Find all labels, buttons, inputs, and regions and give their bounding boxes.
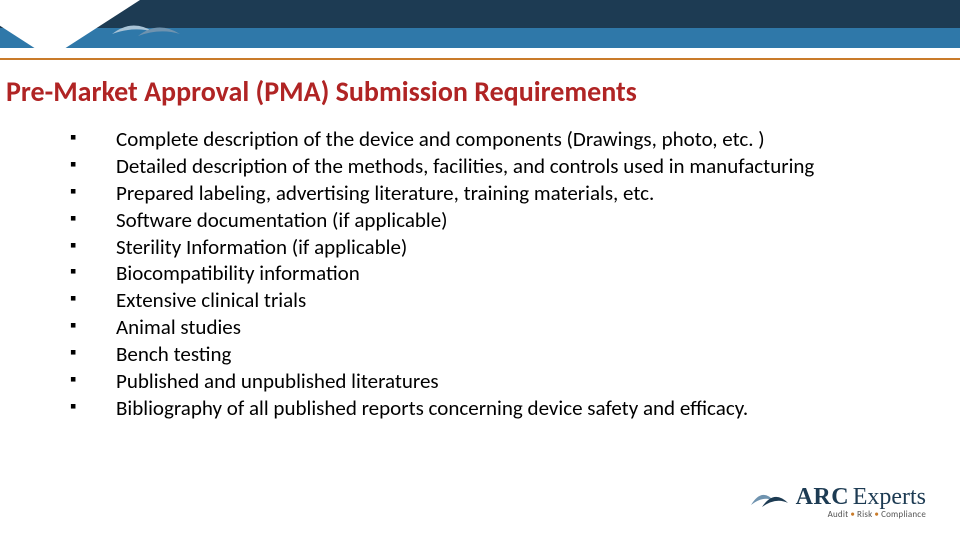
swoosh-icon [110,16,200,40]
list-item: Biocompatibility information [60,260,910,287]
tagline-part: Audit [828,509,849,520]
footer-logo: ARC Experts Audit•Risk•Compliance [750,484,926,520]
header-band [0,0,960,60]
logo-swoosh-icon [750,485,790,511]
page-title: Pre-Market Approval (PMA) Submission Req… [6,74,637,109]
list-item: Published and unpublished literatures [60,368,910,395]
list-item: Sterility Information (if applicable) [60,234,910,261]
logo-text-experts: Experts [853,484,926,510]
tagline-part: Risk [857,509,872,520]
list-item: Prepared labeling, advertising literatur… [60,180,910,207]
list-item: Bench testing [60,341,910,368]
list-item: Animal studies [60,314,910,341]
content-area: Complete description of the device and c… [60,126,910,422]
list-item: Software documentation (if applicable) [60,207,910,234]
tagline-part: Compliance [881,509,926,520]
bullet-list: Complete description of the device and c… [60,126,910,422]
list-item: Detailed description of the methods, fac… [60,153,910,180]
list-item: Bibliography of all published reports co… [60,395,910,422]
list-item: Extensive clinical trials [60,287,910,314]
list-item: Complete description of the device and c… [60,126,910,153]
logo-text-arc: ARC [796,484,850,510]
header-rule [0,58,960,60]
